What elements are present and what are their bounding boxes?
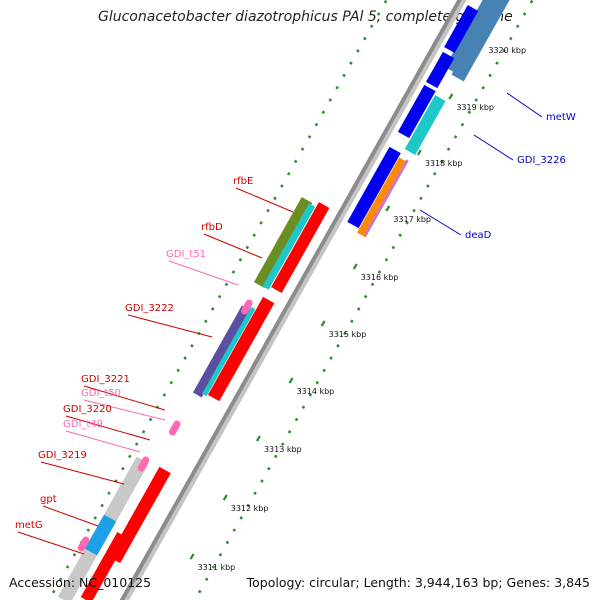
- gene-leader-line: [65, 430, 141, 453]
- gene-leader-line: [506, 92, 543, 118]
- gene-leader-line: [65, 415, 151, 441]
- scale-tick: [416, 149, 422, 156]
- dotted-guide-line: [47, 0, 388, 600]
- feature-block: [397, 84, 436, 139]
- gene-leader-line: [83, 385, 166, 411]
- gene-label: GDI_3221: [81, 374, 130, 385]
- feature-block: [80, 532, 128, 600]
- scale-tick: [288, 377, 294, 384]
- feature-block: [207, 296, 275, 402]
- scale-tick: [448, 93, 454, 100]
- map-title: Gluconacetobacter diazotrophicus PAl 5, …: [98, 9, 513, 25]
- feature-block: [84, 514, 117, 556]
- scale-tick: [352, 263, 358, 270]
- feature-block: [364, 159, 409, 236]
- scale-tick: [189, 553, 195, 560]
- scale-label: 3319 kbp: [456, 103, 494, 112]
- gene-label: rfbE: [233, 176, 253, 187]
- backbone-shadow: [120, 0, 467, 600]
- scale-label: 3312 kbp: [231, 504, 269, 513]
- gene-leader-line: [235, 187, 294, 213]
- gene-leader-line: [419, 209, 462, 236]
- gene-label: GDI_3222: [125, 303, 174, 314]
- feature-block: [253, 197, 313, 288]
- trna-marker: [241, 299, 253, 315]
- trna-marker: [169, 420, 181, 436]
- feature-block: [192, 305, 251, 398]
- gene-label: GDI_t51: [166, 249, 206, 260]
- feature-block: [451, 0, 510, 82]
- gene-leader-line: [473, 134, 514, 161]
- scale-tick: [222, 494, 228, 501]
- trna-marker: [77, 536, 90, 552]
- gene-leader-line: [40, 461, 125, 485]
- scale-label: 3316 kbp: [361, 273, 399, 282]
- feature-block: [404, 95, 446, 155]
- feature-block: [271, 202, 330, 293]
- scale-tick: [385, 205, 391, 212]
- feature-block: [426, 51, 455, 89]
- gene-leader-line: [17, 531, 85, 555]
- gene-leader-line: [168, 260, 239, 286]
- scale-tick: [320, 320, 326, 327]
- scale-label: 3317 kbp: [393, 215, 431, 224]
- scale-label: 3318 kbp: [425, 159, 463, 168]
- gene-label: GDI_t49: [63, 419, 103, 430]
- trna-marker: [137, 456, 150, 472]
- gene-label: GDI_3220: [63, 404, 112, 415]
- gene-leader-line: [83, 399, 166, 421]
- scale-label: 3311 kbp: [198, 563, 236, 572]
- scale-label: 3314 kbp: [297, 387, 335, 396]
- scale-label: 3313 kbp: [264, 445, 302, 454]
- genome-backbone: [119, 0, 462, 600]
- gene-label: metW: [546, 112, 576, 123]
- gene-leader-line: [42, 505, 99, 527]
- accession-label: Accession: NC_010125: [9, 575, 152, 590]
- gene-leader-line: [127, 314, 213, 338]
- gene-label: GDI_t50: [81, 388, 121, 399]
- gene-label: GDI_3219: [38, 450, 87, 461]
- feature-block: [262, 203, 316, 290]
- gene-label: gpt: [40, 494, 57, 505]
- gene-label: metG: [15, 520, 43, 531]
- feature-block: [356, 157, 408, 238]
- gene-label: rfbD: [201, 222, 223, 233]
- feature-block: [202, 306, 256, 397]
- genome-summary: Topology: circular; Length: 3,944,163 bp…: [246, 575, 590, 590]
- feature-block: [347, 146, 401, 229]
- scale-label: 3315 kbp: [329, 330, 367, 339]
- feature-block: [444, 5, 479, 53]
- gene-leader-line: [203, 233, 263, 259]
- scale-label: 3320 kbp: [488, 46, 526, 55]
- feature-block: [444, 0, 497, 73]
- gene-label: deaD: [465, 230, 492, 241]
- scale-tick: [255, 435, 261, 442]
- gene-label: GDI_3226: [517, 155, 566, 166]
